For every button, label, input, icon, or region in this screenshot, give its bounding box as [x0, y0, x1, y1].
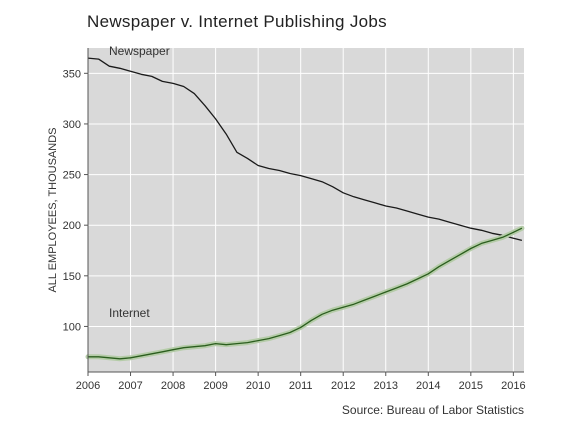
x-tick-label: 2011 [289, 380, 313, 392]
x-tick-label: 2009 [203, 380, 227, 392]
x-tick-label: 2013 [374, 380, 398, 392]
series-line-internet [88, 227, 523, 360]
x-tick-label: 2010 [246, 380, 270, 392]
chart-title: Newspaper v. Internet Publishing Jobs [87, 12, 387, 31]
y-axis-label: ALL EMPLOYEES, THOUSANDS [47, 127, 59, 292]
series-label-newspaper: Newspaper [109, 44, 170, 58]
x-tick-label: 2015 [459, 380, 483, 392]
x-tick-label: 2014 [416, 380, 440, 392]
y-tick-label: 200 [63, 220, 81, 232]
x-tick-label: 2008 [161, 380, 185, 392]
axes: 2006 2007 2008 2009 2010 2011 2012 2013 2014 2015… [63, 48, 526, 392]
x-tick-label: 2012 [331, 380, 355, 392]
y-tick-label: 350 [63, 68, 81, 80]
y-tick-label: 250 [63, 170, 81, 182]
x-tick-label: 2007 [118, 380, 142, 392]
source-note: Source: Bureau of Labor Statistics [342, 403, 524, 417]
y-tick-label: 300 [63, 119, 81, 131]
x-tick-label: 2006 [76, 380, 100, 392]
series-line-newspaper [87, 57, 523, 242]
plot-background [88, 48, 524, 372]
y-tick-label: 100 [63, 321, 81, 333]
y-tick-label: 150 [63, 271, 81, 283]
series-layer [85, 57, 525, 362]
series-label-internet: Internet [109, 306, 150, 320]
x-tick-label: 2016 [501, 380, 525, 392]
